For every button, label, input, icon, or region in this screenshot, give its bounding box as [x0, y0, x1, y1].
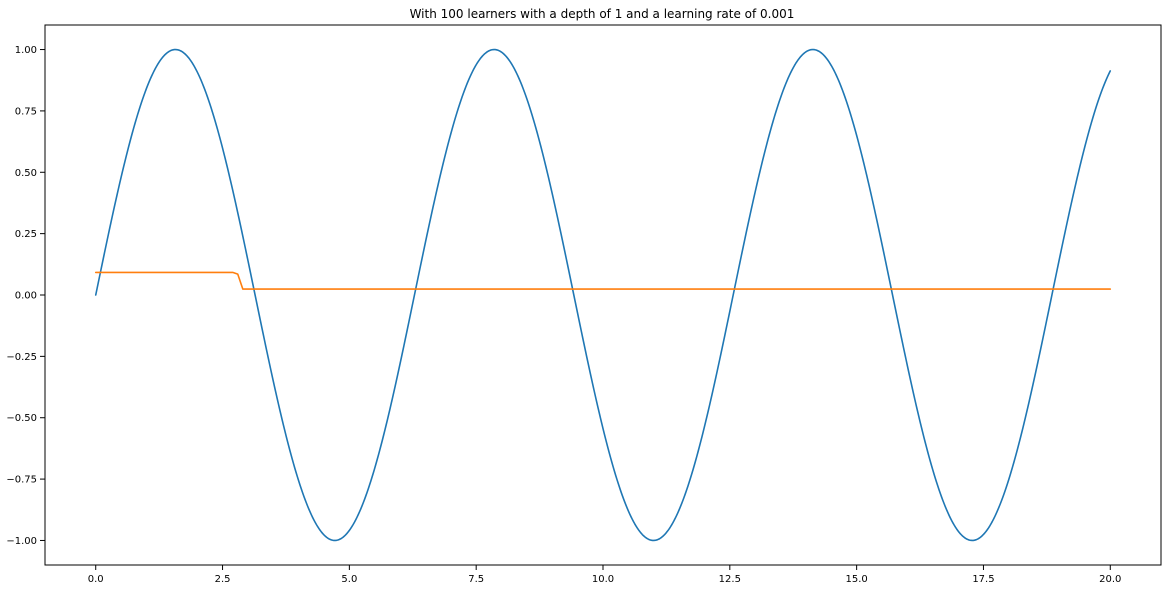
y-tick-label: 0.00 [15, 291, 37, 302]
x-tick-label: 17.5 [972, 574, 994, 585]
y-tick-label: 1.00 [15, 45, 37, 56]
y-tick-label: −0.25 [6, 352, 37, 363]
x-tick-label: 7.5 [468, 574, 484, 585]
series-line-1 [94, 48, 1112, 542]
y-tick-label: 0.25 [15, 229, 37, 240]
x-tick-label: 15.0 [846, 574, 868, 585]
x-tick-label: 0.0 [88, 574, 104, 585]
plot-area [44, 24, 1162, 566]
chart-title: With 100 learners with a depth of 1 and … [410, 7, 795, 21]
y-tick-label: −0.50 [6, 413, 37, 424]
series-line-2 [94, 271, 1112, 290]
y-axis: 1.00 0.75 0.50 0.25 0.00 −0.25 −0.50 −0.75 −1.00 [6, 45, 45, 547]
x-tick-label: 20.0 [1099, 574, 1121, 585]
y-tick-label: 0.75 [15, 106, 37, 117]
x-axis: 0.0 2.5 5.0 7.5 10.0 12.5 15.0 17.5 20.0 [88, 565, 1121, 585]
y-tick-label: −0.75 [6, 475, 37, 486]
y-tick-label: −1.00 [6, 536, 37, 547]
plot-frame [44, 24, 1162, 566]
x-tick-label: 2.5 [215, 574, 231, 585]
x-tick-label: 12.5 [719, 574, 741, 585]
series-layer [94, 48, 1112, 542]
x-tick-label: 5.0 [341, 574, 357, 585]
y-tick-label: 0.50 [15, 168, 37, 179]
x-tick-label: 10.0 [592, 574, 614, 585]
